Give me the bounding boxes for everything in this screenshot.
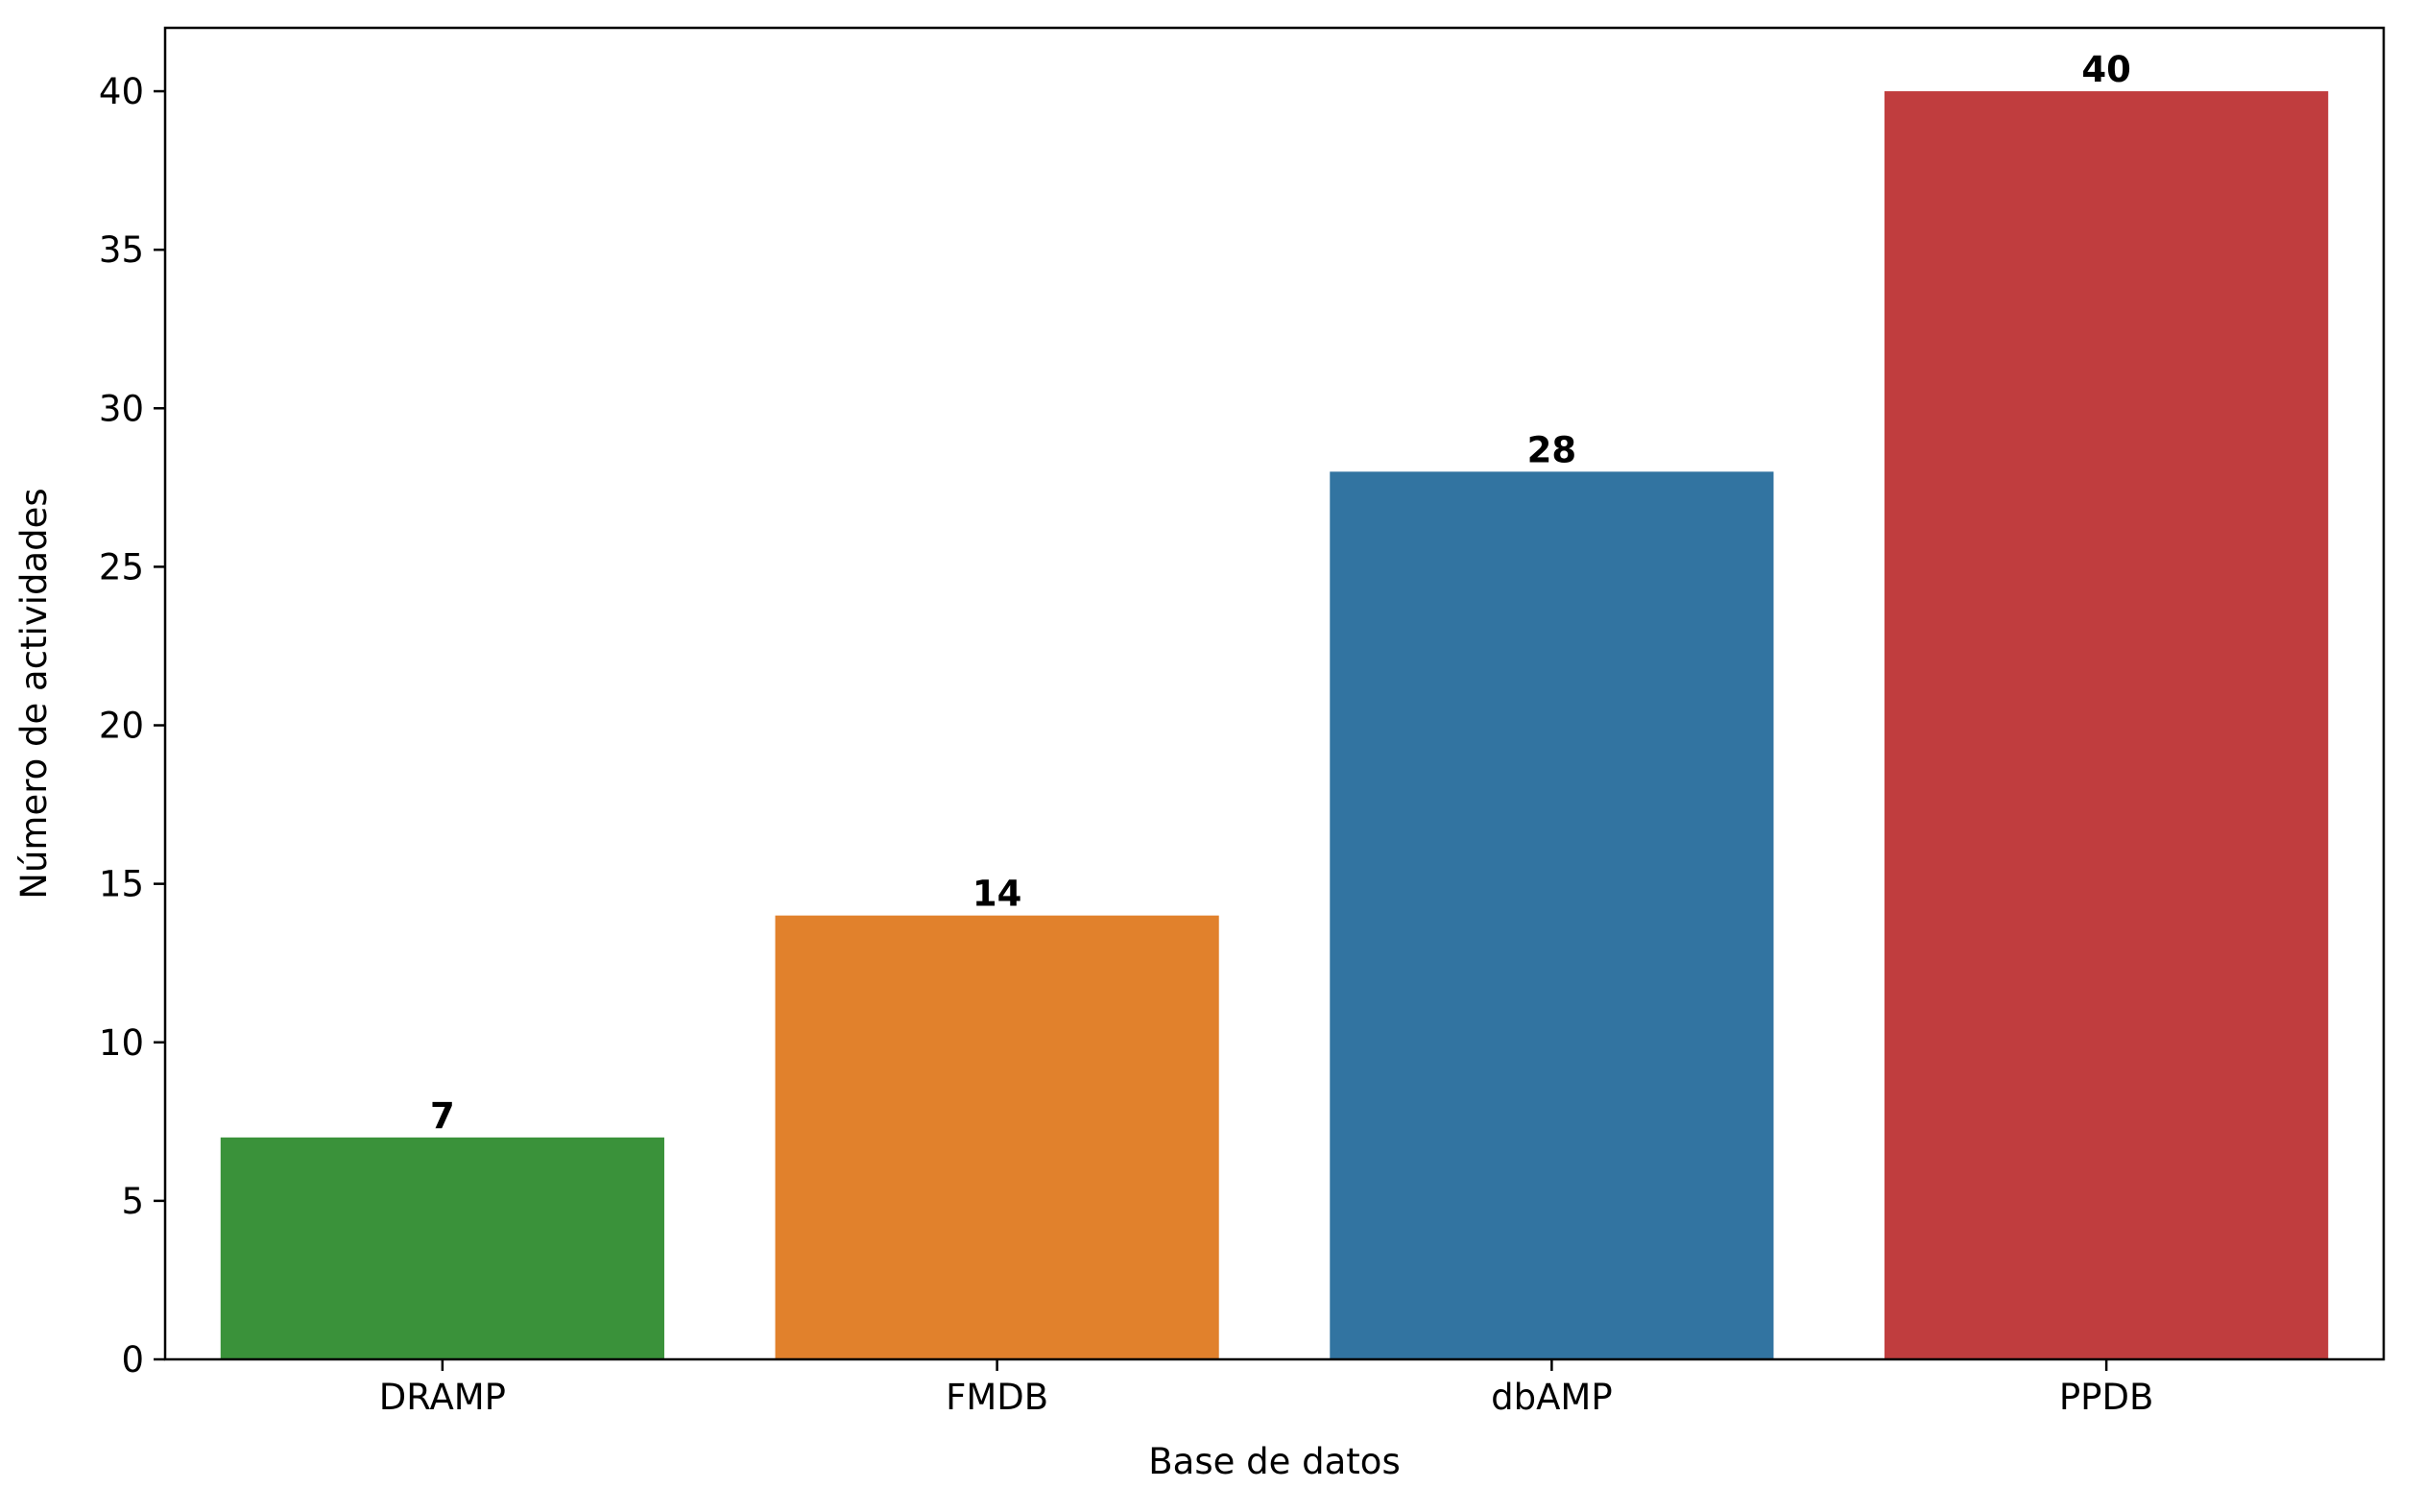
bar-dbamp (1330, 471, 1774, 1359)
y-tick-label: 25 (99, 546, 144, 588)
x-axis-ticks: DRAMP FMDB dbAMP PPDB (379, 1359, 2154, 1418)
y-axis-title: Número de actividades (13, 488, 55, 899)
y-tick-label: 10 (99, 1022, 144, 1064)
y-axis-ticks: 0 5 10 15 20 25 30 35 40 (99, 71, 165, 1380)
x-tick-label-ppdb: PPDB (2059, 1377, 2154, 1418)
y-tick-label: 0 (121, 1339, 144, 1380)
data-label-dramp: 7 (430, 1095, 455, 1137)
y-tick-label: 30 (99, 388, 144, 429)
x-tick-label-dramp: DRAMP (379, 1377, 506, 1418)
x-tick-label-dbamp: dbAMP (1491, 1377, 1613, 1418)
y-tick-label: 5 (121, 1181, 144, 1222)
data-label-dbamp: 28 (1527, 429, 1577, 470)
y-tick-label: 40 (99, 71, 144, 112)
y-tick-label: 15 (99, 864, 144, 905)
y-tick-label: 20 (99, 706, 144, 747)
bar-ppdb (1884, 91, 2329, 1360)
bar-dramp (220, 1137, 664, 1359)
data-label-ppdb: 40 (2081, 49, 2131, 90)
x-tick-label-fmdb: FMDB (946, 1377, 1048, 1418)
plot-frame (163, 26, 2386, 1361)
data-label-fmdb: 14 (972, 874, 1022, 915)
value-labels-group: 7 14 28 40 (430, 49, 2131, 1137)
x-axis-title: Base de datos (1148, 1441, 1400, 1482)
bar-fmdb (775, 915, 1219, 1359)
y-tick-label: 35 (99, 229, 144, 271)
bars-group (220, 91, 2329, 1360)
